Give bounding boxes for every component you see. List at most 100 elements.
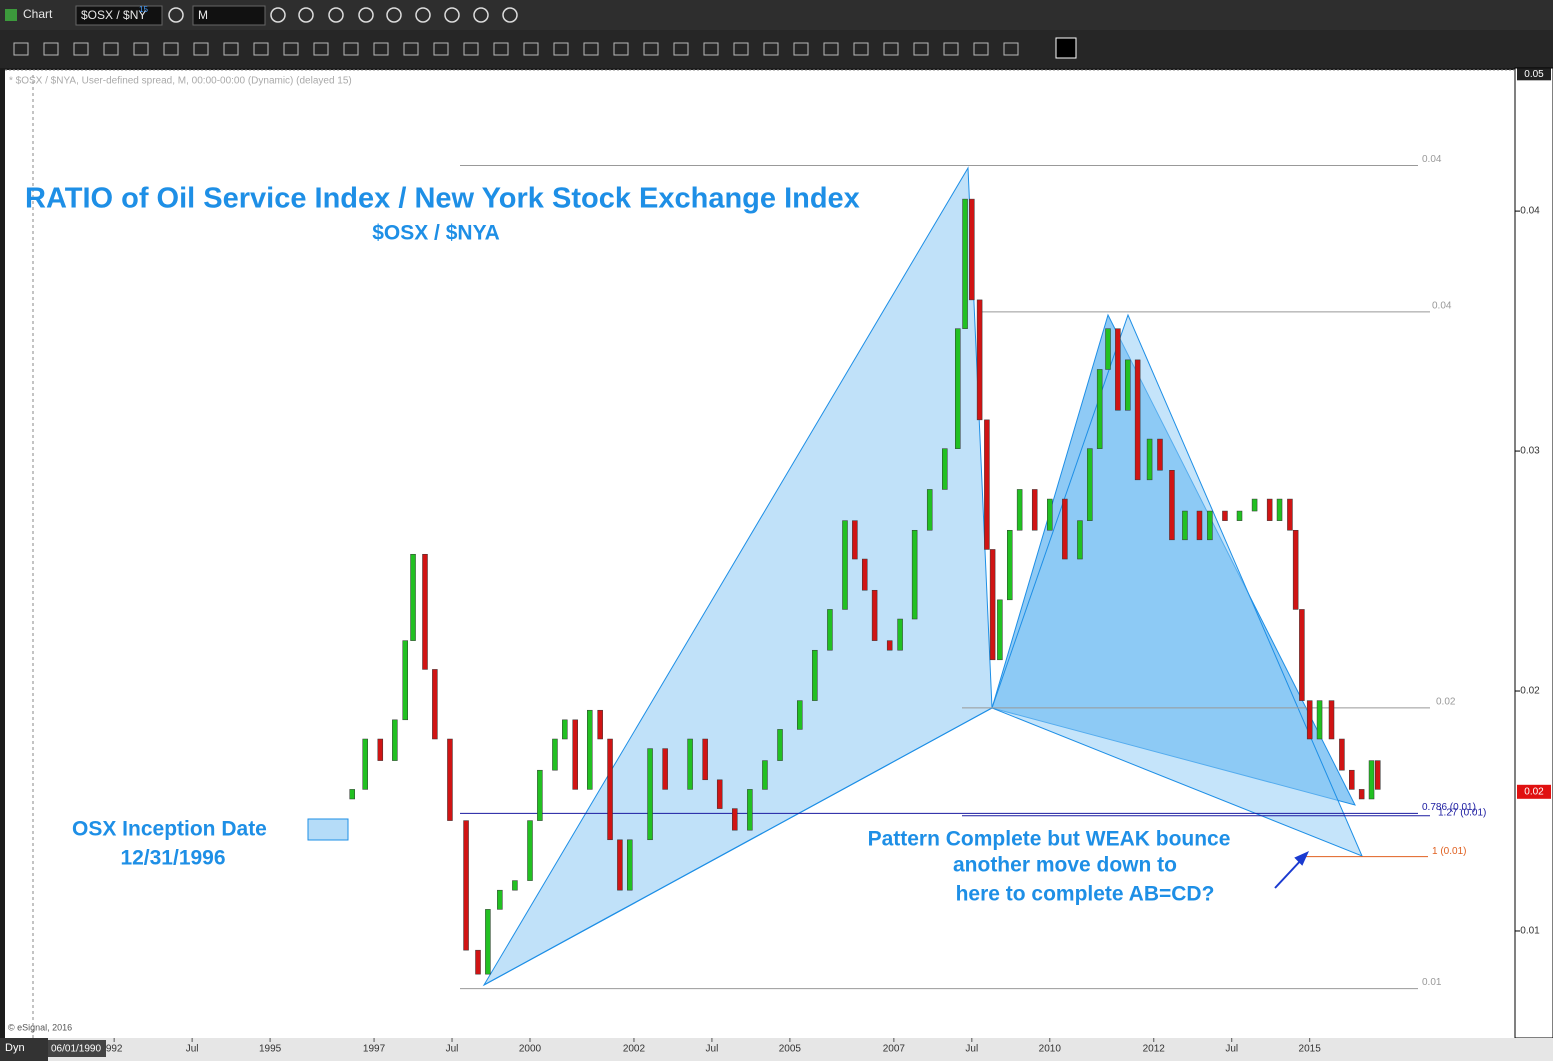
candle-body	[1146, 438, 1153, 481]
candle-body	[1077, 520, 1083, 560]
candle-body	[662, 748, 668, 790]
tool-icon	[163, 42, 179, 56]
start-date: 06/01/1990	[51, 1044, 101, 1055]
tool-icon	[168, 7, 184, 23]
candle-body	[572, 719, 578, 790]
tool-icon	[73, 42, 89, 56]
tool-icon	[103, 42, 119, 56]
candle-body	[926, 489, 933, 531]
last-price-box	[1517, 784, 1551, 799]
level-label: 0.04	[1432, 301, 1452, 312]
candle-body	[1196, 510, 1203, 541]
y-tick-label: 0.01	[1520, 926, 1540, 937]
candle-body	[447, 738, 453, 821]
x-tick-label: 1995	[259, 1044, 282, 1055]
candle-body	[1062, 498, 1068, 560]
pattern-abc	[483, 707, 993, 986]
candle-body	[1125, 359, 1131, 411]
toolbar	[0, 30, 1553, 68]
candle-body	[1276, 498, 1283, 521]
tool-icon	[193, 42, 209, 56]
candle-body	[1182, 510, 1188, 541]
candle-body	[911, 529, 918, 620]
y-tick-label: 0.02	[1520, 686, 1540, 697]
candle-body	[1349, 769, 1355, 790]
candle-body	[797, 700, 803, 730]
candle-body	[587, 709, 593, 790]
candle-body	[1096, 369, 1103, 449]
candle-body	[1134, 359, 1141, 481]
level-label: 1.27 (0.01)	[1438, 807, 1486, 818]
tool-icon	[643, 42, 659, 56]
arrow-line	[1274, 857, 1304, 889]
candle-body	[827, 609, 833, 651]
interval: M	[198, 8, 208, 22]
y-tick-label: 0.04	[1520, 206, 1540, 217]
candle-body	[475, 949, 481, 975]
symbol-badge: 15	[139, 5, 148, 14]
toolbar-icons	[13, 7, 1077, 59]
study-header: * $OSX / $NYA, User-defined spread, M, 0…	[9, 76, 352, 87]
x-tick-label: 2002	[623, 1044, 646, 1055]
symbol-box[interactable]	[75, 5, 163, 26]
tool-icon	[583, 42, 599, 56]
tool-icon	[328, 7, 344, 23]
candle-body	[432, 669, 438, 740]
tool-icon	[613, 42, 629, 56]
candle-body	[410, 553, 416, 641]
candle-body	[1016, 489, 1023, 531]
candle-body	[647, 748, 653, 841]
level-label: 0.02	[1436, 696, 1456, 707]
tool-icon	[523, 42, 539, 56]
candle-body	[552, 738, 558, 771]
tool-icon	[433, 42, 449, 56]
candle-body	[422, 553, 428, 670]
tool-icon	[973, 42, 989, 56]
candle-body	[497, 889, 503, 910]
tool-icon	[386, 7, 402, 23]
interval-box[interactable]	[192, 5, 266, 26]
mode: Dyn	[5, 1042, 25, 1054]
candle-body	[871, 589, 878, 641]
tool-icon	[403, 42, 419, 56]
x-tick-label: Jul	[446, 1044, 459, 1055]
x-tick-label: 992	[106, 1044, 123, 1055]
x-tick-label: 2000	[519, 1044, 542, 1055]
candle-body	[1007, 529, 1013, 601]
candle-body	[617, 839, 623, 891]
x-tick-label: Jul	[1225, 1044, 1238, 1055]
candle-body	[969, 198, 975, 301]
price-axis	[1514, 67, 1553, 1039]
candle-body	[1328, 700, 1335, 740]
candle-body	[1105, 328, 1111, 370]
candle-body	[886, 640, 893, 651]
candle-body	[777, 729, 783, 761]
y-top-box	[1517, 68, 1551, 81]
candle-body	[702, 738, 708, 781]
x-tick-label: Jul	[706, 1044, 719, 1055]
candle-body	[1115, 328, 1121, 411]
candles	[349, 198, 1381, 975]
tool-icon	[1003, 42, 1019, 56]
chart-subtitle: $OSX / $NYA	[372, 222, 500, 245]
tool-icon	[270, 7, 286, 23]
app-icon	[5, 9, 17, 21]
x-tick-label: 2010	[1039, 1044, 1062, 1055]
chart-title: RATIO of Oil Service Index / New York St…	[25, 183, 860, 215]
candle-body	[607, 738, 613, 841]
candle-body	[377, 738, 384, 761]
candle-body	[942, 448, 948, 490]
candle-body	[989, 549, 996, 661]
candle-body	[984, 419, 990, 550]
tool-icon	[358, 7, 374, 23]
fib-levels: 0.04 0.04 0.02 0.786 (0.01)1.27 (0.01) 1 (0.…	[460, 154, 1486, 990]
candle-body	[1207, 510, 1213, 541]
candle-body	[962, 198, 968, 329]
tool-icon	[253, 42, 269, 56]
candle-body	[1368, 760, 1375, 800]
window-title: Chart	[23, 7, 53, 21]
candle-body	[627, 839, 633, 891]
annotation: here to complete AB=CD?	[956, 883, 1215, 906]
candle-body	[897, 618, 903, 651]
